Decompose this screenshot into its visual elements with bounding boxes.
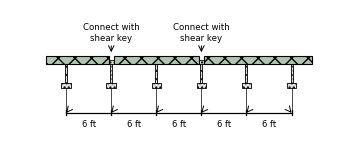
Bar xyxy=(291,64,292,83)
Bar xyxy=(106,60,116,64)
Bar xyxy=(46,56,109,64)
Text: Connect with
shear key: Connect with shear key xyxy=(173,23,230,43)
Bar xyxy=(200,64,202,83)
Bar xyxy=(61,60,71,64)
Text: Connect with
shear key: Connect with shear key xyxy=(83,23,140,43)
Bar xyxy=(242,83,251,88)
Bar xyxy=(65,64,67,83)
Bar xyxy=(287,60,296,64)
Text: 6 ft: 6 ft xyxy=(127,120,141,129)
Bar xyxy=(196,60,206,64)
Bar xyxy=(242,60,251,64)
Text: 6 ft: 6 ft xyxy=(217,120,231,129)
Bar xyxy=(61,83,71,88)
Bar xyxy=(106,83,116,88)
Bar xyxy=(287,83,296,88)
Bar xyxy=(151,83,161,88)
Bar xyxy=(114,56,199,64)
Bar xyxy=(245,64,247,83)
Text: 6 ft: 6 ft xyxy=(82,120,96,129)
Bar xyxy=(196,83,206,88)
Bar xyxy=(151,60,161,64)
Text: 6 ft: 6 ft xyxy=(262,120,276,129)
Text: 6 ft: 6 ft xyxy=(172,120,186,129)
Bar xyxy=(204,56,312,64)
Bar xyxy=(155,64,157,83)
Bar xyxy=(110,64,112,83)
